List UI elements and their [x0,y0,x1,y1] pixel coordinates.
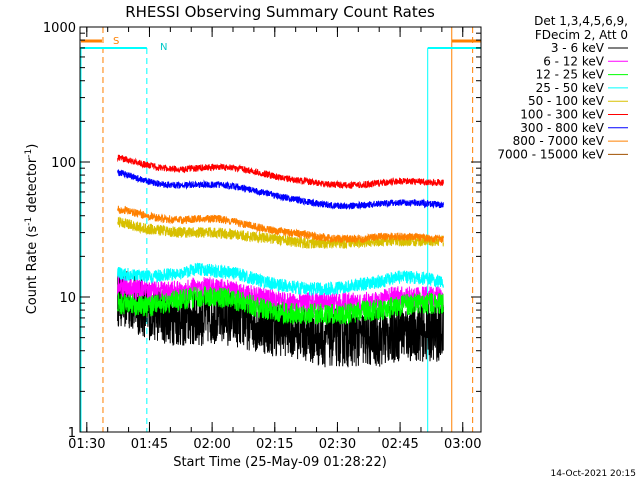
y-tick-label: 10 [59,291,76,306]
chart-title: RHESSI Observing Summary Count Rates [125,3,435,21]
y-axis-label-end: ) [25,144,40,149]
legend: Det 1,3,4,5,6,9, FDecim 2, Att 0 3 - 6 k… [497,14,628,161]
series-line [117,205,444,245]
axes: 1 10 100 1000 01:30 01:45 02:00 02:15 02:30 02:45… [43,21,482,452]
y-tick-label: 1000 [43,21,76,36]
series-line [117,269,444,368]
y-axis-label-sup1: -1 [24,217,34,226]
series-line [117,168,444,210]
series-layer [117,154,444,368]
x-tick-label: 02:45 [381,437,418,452]
legend-entry-label: 300 - 800 keV [520,121,604,135]
y-axis-label-main: Count Rate (s [25,226,40,315]
timestamp: 14-Oct-2021 20:15 [551,469,636,479]
x-tick-label: 01:30 [68,437,105,452]
x-tick-label: 03:00 [444,437,481,452]
legend-entry-label: 800 - 7000 keV [513,134,605,148]
y-axis-label-mid: detector [25,157,40,217]
x-tick-label: 02:00 [193,437,230,452]
x-tick-label: 02:15 [256,437,293,452]
series-line [117,274,444,315]
legend-entry-label: 50 - 100 keV [528,94,605,108]
legend-header-1: Det 1,3,4,5,6,9, [534,14,628,28]
y-axis-label-sup2: -1 [24,149,34,158]
x-tick-label: 01:45 [131,437,168,452]
series-line [117,286,444,325]
legend-entry-label: 6 - 12 keV [543,54,605,68]
x-tick-label: 02:30 [319,437,356,452]
series-line [117,262,444,296]
legend-entry-label: 100 - 300 keV [520,108,604,122]
y-tick-label: 1 [68,426,76,441]
legend-entry-label: 25 - 50 keV [536,81,605,95]
series-line [117,154,444,189]
annotation-n: N [160,42,167,53]
legend-entry-label: 12 - 25 keV [536,68,605,82]
y-axis-label: Count Rate (s-1 detector-1) [24,144,40,315]
y-tick-label: 100 [51,156,76,171]
legend-entry-label: 7000 - 15000 keV [497,147,604,161]
legend-header-2: FDecim 2, Att 0 [535,28,628,42]
x-axis-label: Start Time (25-May-09 01:28:22) [173,455,387,470]
legend-entry-label: 3 - 6 keV [551,41,605,55]
plot-frame [79,26,482,433]
annotation-s: S [113,36,119,47]
